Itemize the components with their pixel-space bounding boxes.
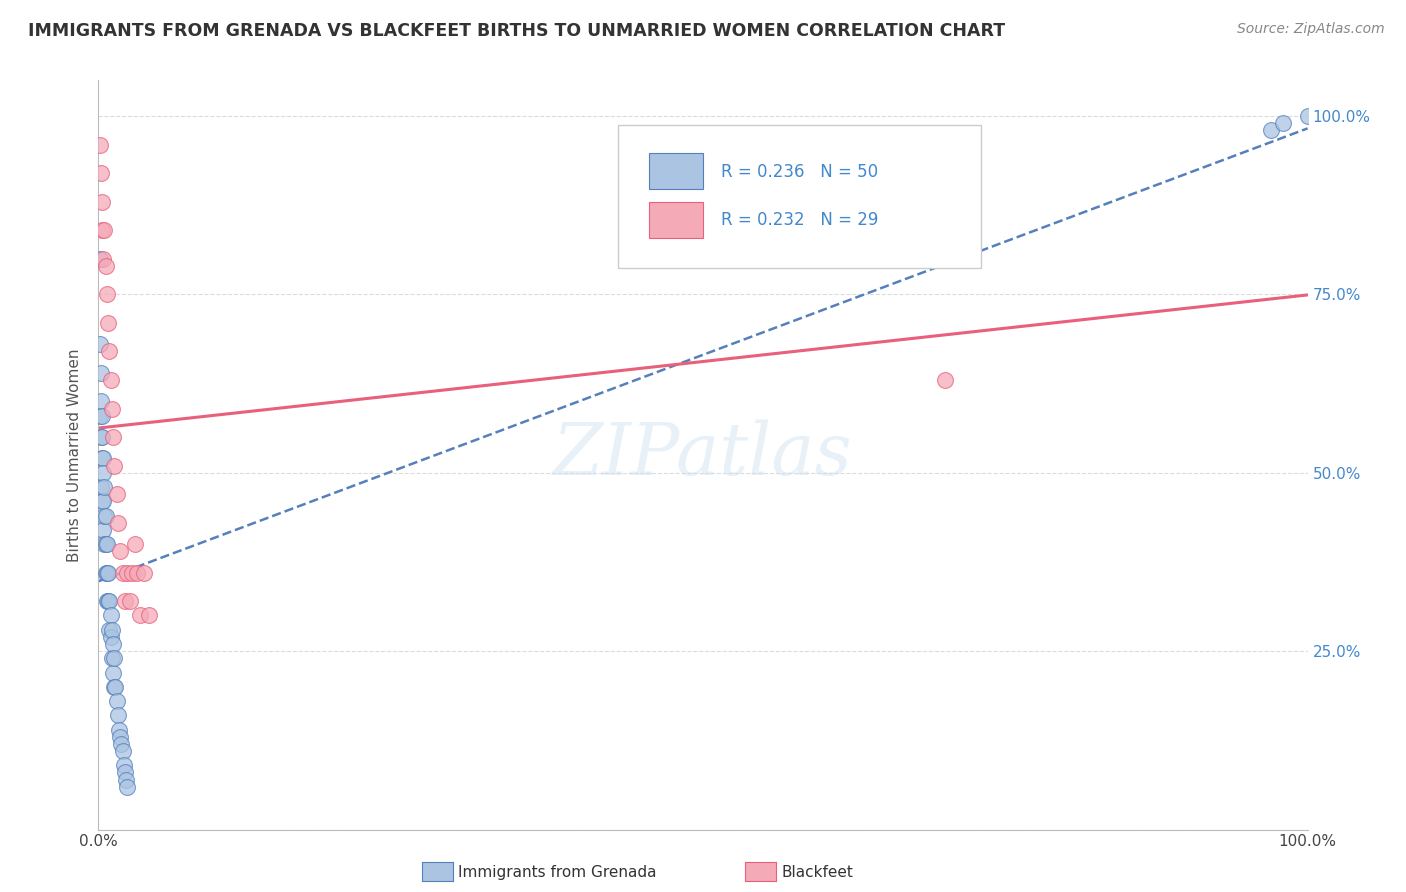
- Point: [105, 487, 128, 501]
- Point: [97, 566, 120, 580]
- Point: [98, 344, 121, 359]
- Point: [107, 708, 129, 723]
- Point: [89, 337, 111, 351]
- Point: [97, 594, 120, 608]
- Point: [101, 637, 124, 651]
- Point: [93, 223, 115, 237]
- Point: [1296, 109, 1319, 123]
- Text: R = 0.232   N = 29: R = 0.232 N = 29: [721, 211, 879, 229]
- Point: [91, 494, 114, 508]
- Point: [138, 608, 160, 623]
- Point: [91, 430, 114, 444]
- Point: [97, 316, 120, 330]
- Point: [93, 480, 115, 494]
- Point: [96, 594, 118, 608]
- Point: [103, 458, 125, 473]
- Text: Immigrants from Grenada: Immigrants from Grenada: [458, 865, 657, 880]
- Point: [127, 566, 149, 580]
- Point: [100, 608, 122, 623]
- Point: [115, 772, 138, 787]
- Point: [108, 723, 131, 737]
- Point: [108, 544, 131, 558]
- Point: [90, 480, 112, 494]
- Point: [100, 623, 122, 637]
- Text: IMMIGRANTS FROM GRENADA VS BLACKFEET BIRTHS TO UNMARRIED WOMEN CORRELATION CHART: IMMIGRANTS FROM GRENADA VS BLACKFEET BIR…: [28, 22, 1005, 40]
- Point: [1260, 123, 1282, 137]
- Point: [134, 566, 156, 580]
- Point: [128, 608, 150, 623]
- Point: [93, 508, 115, 523]
- Point: [90, 394, 112, 409]
- Bar: [648, 202, 703, 237]
- Point: [96, 287, 118, 301]
- Point: [94, 566, 117, 580]
- Point: [111, 744, 134, 758]
- Point: [91, 409, 114, 423]
- Point: [111, 566, 134, 580]
- Point: [117, 780, 139, 794]
- Point: [104, 680, 127, 694]
- Point: [91, 451, 114, 466]
- Point: [100, 651, 122, 665]
- Point: [91, 223, 114, 237]
- Point: [96, 537, 118, 551]
- Point: [90, 366, 112, 380]
- Point: [121, 566, 143, 580]
- Bar: [648, 153, 703, 189]
- Point: [94, 508, 117, 523]
- Point: [90, 430, 112, 444]
- Point: [934, 373, 956, 387]
- FancyBboxPatch shape: [619, 125, 981, 268]
- Point: [114, 765, 136, 780]
- Point: [89, 409, 111, 423]
- Point: [93, 537, 115, 551]
- Point: [89, 252, 111, 266]
- Point: [114, 594, 136, 608]
- Point: [101, 665, 124, 680]
- Point: [108, 730, 131, 744]
- Point: [100, 373, 122, 387]
- Point: [103, 651, 125, 665]
- Point: [91, 523, 114, 537]
- Point: [100, 630, 122, 644]
- Point: [1272, 116, 1295, 130]
- Point: [110, 737, 132, 751]
- Text: Source: ZipAtlas.com: Source: ZipAtlas.com: [1237, 22, 1385, 37]
- Point: [91, 451, 114, 466]
- Text: R = 0.236   N = 50: R = 0.236 N = 50: [721, 162, 879, 181]
- Point: [91, 252, 114, 266]
- Point: [91, 494, 114, 508]
- Point: [91, 466, 114, 480]
- Point: [107, 516, 129, 530]
- Y-axis label: Births to Unmarried Women: Births to Unmarried Women: [67, 348, 83, 562]
- Point: [103, 680, 125, 694]
- Point: [101, 430, 124, 444]
- Point: [89, 137, 111, 152]
- Point: [124, 537, 146, 551]
- Point: [117, 566, 139, 580]
- Point: [873, 216, 896, 230]
- Point: [100, 401, 122, 416]
- Point: [96, 566, 118, 580]
- Point: [94, 259, 117, 273]
- Point: [94, 537, 117, 551]
- Point: [105, 694, 128, 708]
- Text: Blackfeet: Blackfeet: [782, 865, 853, 880]
- Point: [98, 623, 121, 637]
- Text: ZIPatlas: ZIPatlas: [553, 419, 853, 491]
- Point: [98, 594, 121, 608]
- Point: [91, 194, 114, 209]
- Point: [90, 166, 112, 180]
- Point: [118, 594, 141, 608]
- Point: [112, 758, 135, 772]
